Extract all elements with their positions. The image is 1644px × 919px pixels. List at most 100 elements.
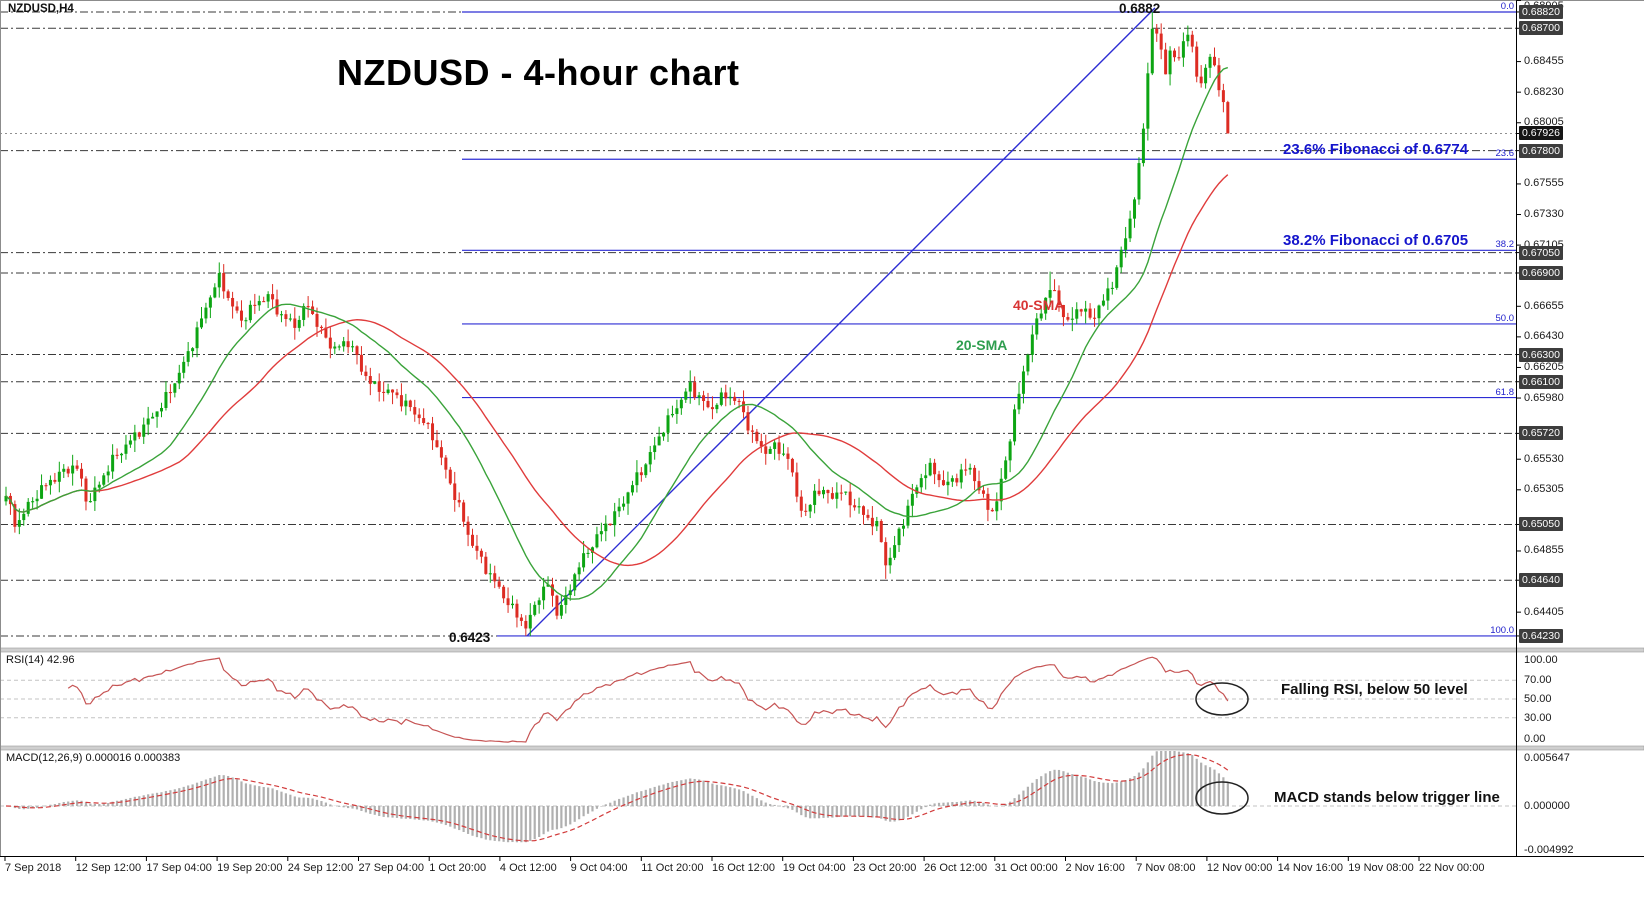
candle-body[interactable] bbox=[57, 471, 61, 482]
candle-body[interactable] bbox=[417, 414, 421, 419]
candle-body[interactable] bbox=[1066, 317, 1070, 320]
candle-body[interactable] bbox=[790, 458, 794, 473]
candle-body[interactable] bbox=[382, 391, 386, 393]
candle-body[interactable] bbox=[657, 436, 661, 446]
candle-body[interactable] bbox=[239, 310, 243, 321]
candle-body[interactable] bbox=[262, 301, 266, 303]
candle-body[interactable] bbox=[1048, 290, 1052, 298]
candle-body[interactable] bbox=[217, 273, 221, 288]
candle-body[interactable] bbox=[213, 287, 217, 298]
fibonacci-retracement[interactable] bbox=[462, 11, 1516, 637]
candle-body[interactable] bbox=[613, 511, 617, 526]
candle-body[interactable] bbox=[533, 604, 537, 615]
candle-body[interactable] bbox=[1133, 199, 1137, 219]
candle-body[interactable] bbox=[1199, 76, 1203, 84]
candle-body[interactable] bbox=[599, 531, 603, 535]
candle-body[interactable] bbox=[1119, 249, 1123, 268]
candle-body[interactable] bbox=[1190, 34, 1194, 47]
candle-body[interactable] bbox=[1044, 297, 1048, 314]
candle-body[interactable] bbox=[573, 574, 577, 591]
candle-body[interactable] bbox=[879, 520, 883, 543]
candle-body[interactable] bbox=[990, 509, 994, 512]
candle-body[interactable] bbox=[915, 487, 919, 494]
candle-body[interactable] bbox=[471, 534, 475, 546]
candle-body[interactable] bbox=[897, 528, 901, 546]
candle-body[interactable] bbox=[1177, 57, 1181, 59]
candle-body[interactable] bbox=[511, 603, 515, 606]
candle-body[interactable] bbox=[13, 504, 17, 527]
candle-body[interactable] bbox=[537, 600, 541, 605]
candle-body[interactable] bbox=[799, 496, 803, 511]
candle-body[interactable] bbox=[444, 457, 448, 470]
candle-body[interactable] bbox=[1204, 67, 1208, 84]
candle-body[interactable] bbox=[870, 517, 874, 527]
candle-body[interactable] bbox=[577, 567, 581, 575]
candle-body[interactable] bbox=[333, 346, 337, 349]
candle-body[interactable] bbox=[4, 495, 8, 502]
candle-body[interactable] bbox=[706, 401, 710, 408]
candle-body[interactable] bbox=[653, 445, 657, 453]
candle-body[interactable] bbox=[1079, 309, 1083, 312]
candle-body[interactable] bbox=[546, 584, 550, 587]
candle-body[interactable] bbox=[97, 484, 101, 488]
candle-body[interactable] bbox=[715, 404, 719, 410]
candle-body[interactable] bbox=[431, 423, 435, 441]
candle-body[interactable] bbox=[568, 590, 572, 596]
sma-20-line[interactable] bbox=[5, 66, 1229, 600]
candle-body[interactable] bbox=[319, 326, 323, 328]
time-axis[interactable]: 7 Sep 2018 12 Sep 12:00 17 Sep 04:00 19 Sep… bbox=[0, 858, 1644, 882]
candle-body[interactable] bbox=[457, 499, 461, 503]
candle-body[interactable] bbox=[670, 413, 674, 416]
candle-body[interactable] bbox=[888, 557, 892, 566]
candle-body[interactable] bbox=[1128, 218, 1132, 239]
candle-body[interactable] bbox=[306, 306, 310, 308]
candle-body[interactable] bbox=[1097, 305, 1101, 319]
candle-body[interactable] bbox=[693, 382, 697, 398]
candle-body[interactable] bbox=[684, 391, 688, 400]
candle-body[interactable] bbox=[199, 318, 203, 328]
candle-body[interactable] bbox=[368, 376, 372, 384]
candle-body[interactable] bbox=[151, 416, 155, 419]
candle-body[interactable] bbox=[946, 481, 950, 486]
candle-body[interactable] bbox=[186, 351, 190, 362]
candle-body[interactable] bbox=[835, 492, 839, 499]
candle-body[interactable] bbox=[1221, 90, 1225, 103]
candle-body[interactable] bbox=[373, 381, 377, 384]
candle-body[interactable] bbox=[826, 489, 830, 494]
candle-body[interactable] bbox=[466, 521, 470, 535]
candle-body[interactable] bbox=[88, 501, 92, 503]
candle-body[interactable] bbox=[746, 412, 750, 431]
candle-body[interactable] bbox=[351, 346, 355, 348]
candle-body[interactable] bbox=[724, 392, 728, 399]
candle-body[interactable] bbox=[502, 586, 506, 599]
candle-body[interactable] bbox=[644, 464, 648, 476]
candle-body[interactable] bbox=[622, 503, 626, 507]
candle-body[interactable] bbox=[542, 586, 546, 601]
candle-body[interactable] bbox=[1106, 288, 1110, 301]
candle-body[interactable] bbox=[44, 485, 48, 487]
candle-body[interactable] bbox=[22, 513, 26, 521]
candle-body[interactable] bbox=[364, 371, 368, 377]
candle-body[interactable] bbox=[253, 304, 257, 306]
candle-body[interactable] bbox=[808, 504, 812, 512]
candle-body[interactable] bbox=[1208, 56, 1212, 68]
candle-body[interactable] bbox=[208, 297, 212, 308]
candle-body[interactable] bbox=[1137, 163, 1141, 200]
rsi-falling-ellipse[interactable] bbox=[1195, 682, 1249, 716]
candle-body[interactable] bbox=[1164, 49, 1168, 75]
candle-body[interactable] bbox=[822, 489, 826, 495]
candle-body[interactable] bbox=[959, 469, 963, 483]
candle-body[interactable] bbox=[626, 492, 630, 504]
candle-body[interactable] bbox=[293, 318, 297, 328]
candle-body[interactable] bbox=[973, 467, 977, 482]
sma-40-line[interactable] bbox=[5, 174, 1229, 567]
candle-body[interactable] bbox=[248, 304, 252, 321]
candle-body[interactable] bbox=[759, 441, 763, 447]
candle-body[interactable] bbox=[528, 614, 532, 629]
candle-body[interactable] bbox=[204, 307, 208, 319]
candle-body[interactable] bbox=[697, 395, 701, 398]
candle-body[interactable] bbox=[1013, 409, 1017, 442]
candle-body[interactable] bbox=[866, 514, 870, 518]
candle-body[interactable] bbox=[346, 341, 350, 348]
candle-body[interactable] bbox=[53, 479, 57, 482]
